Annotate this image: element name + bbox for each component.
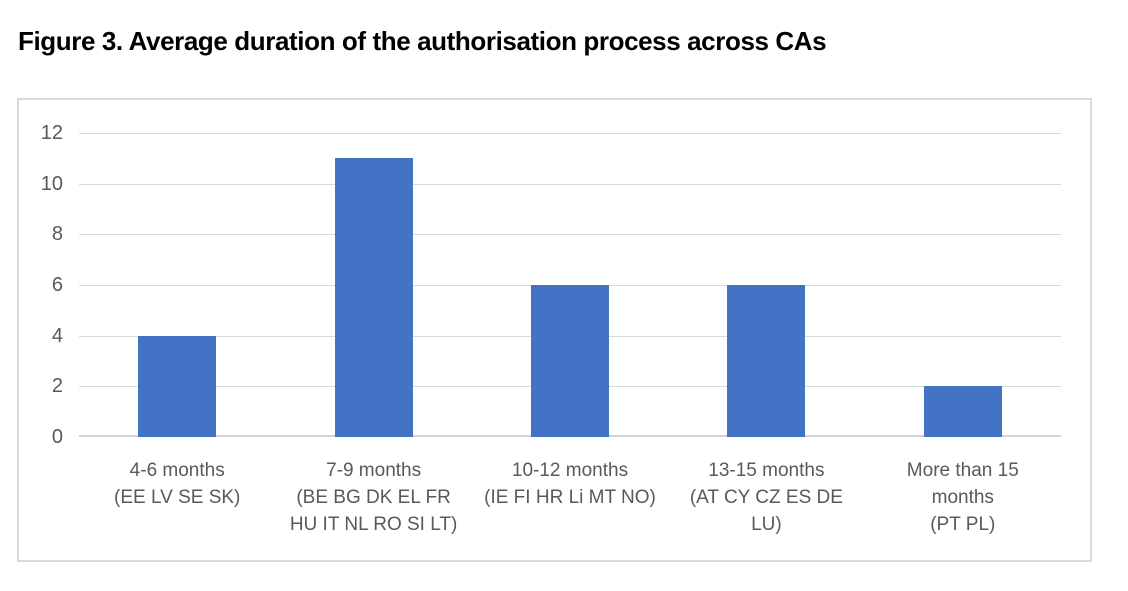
bar: [923, 386, 1002, 437]
y-axis-tick-label: 2: [51, 375, 63, 398]
y-axis-tick-label: 12: [40, 122, 63, 144]
gridline: [79, 234, 1061, 236]
bar: [727, 285, 806, 437]
x-axis: 4-6 months (EE LV SE SK) 7-9 months (BE B…: [79, 457, 1061, 557]
y-axis-tick-label: 10: [40, 172, 63, 195]
bar: [531, 285, 609, 437]
y-axis-tick-label: 0: [51, 426, 63, 448]
x-axis-category-label: 10-12 months (IE FI HR Li MT NO): [484, 460, 656, 508]
chart-frame: 4-6 months (EE LV SE SK) 7-9 months (BE B…: [17, 98, 1092, 562]
gridline: [79, 183, 1061, 185]
bar: [334, 158, 413, 437]
y-axis-tick-label: 8: [51, 223, 63, 246]
plot-area: [79, 133, 1061, 437]
x-axis-category-label: 4-6 months (EE LV SE SK): [114, 460, 241, 508]
figure-title: Figure 3. Average duration of the author…: [18, 26, 827, 56]
x-axis-category-label: 13-15 months (AT CY CZ ES DE LU): [689, 460, 843, 535]
x-axis-category-label: More than 15 months (PT PL): [906, 460, 1019, 535]
gridline: [79, 133, 1061, 134]
bar: [138, 335, 217, 437]
x-axis-category-label: 7-9 months (BE BG DK EL FR HU IT NL RO S…: [289, 460, 458, 535]
y-axis-tick-label: 6: [51, 274, 63, 296]
y-axis-tick-label: 4: [51, 324, 63, 347]
